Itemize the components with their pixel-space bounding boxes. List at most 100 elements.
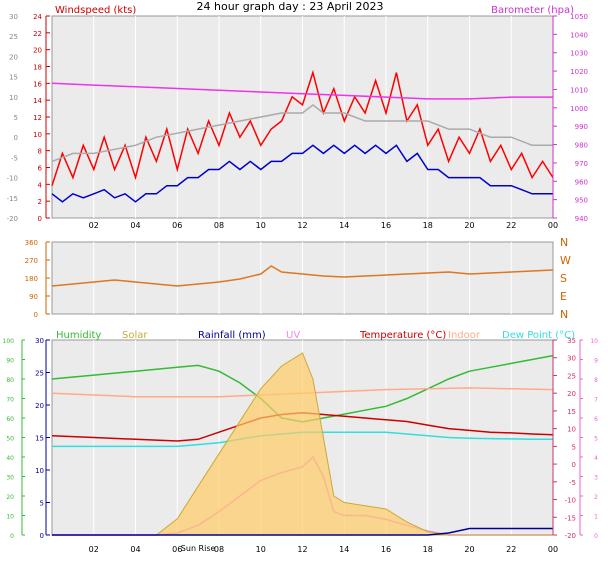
right-tick-label: 980 bbox=[575, 142, 588, 150]
x-tick-label: 12 bbox=[297, 221, 307, 230]
left-tick-label: 10 bbox=[33, 131, 42, 139]
left-tick-label: 0 bbox=[38, 215, 42, 223]
x-tick-label: 10 bbox=[256, 545, 266, 554]
legend-label: Dew Point (°C) bbox=[502, 330, 575, 341]
right-tick-label: 950 bbox=[575, 197, 588, 205]
direction-series-0 bbox=[51, 265, 554, 287]
uv-tick-label: 6 bbox=[594, 416, 598, 423]
x-tick-label: 06 bbox=[172, 545, 182, 554]
climate-series-6 bbox=[52, 527, 553, 536]
direction-tick-label: 180 bbox=[25, 275, 38, 283]
right-tick-label: 970 bbox=[575, 160, 588, 168]
outer-left-tick-label: 5 bbox=[14, 114, 18, 122]
chart-title: 24 hour graph day : 23 April 2023 bbox=[197, 0, 384, 13]
outer-left-tick-label: 30 bbox=[9, 13, 18, 21]
right-tick-label: 1020 bbox=[570, 68, 588, 76]
rain-tick-label: 30 bbox=[35, 337, 44, 345]
outer-left-tick-label: -5 bbox=[11, 154, 18, 162]
left-tick-label: 4 bbox=[38, 181, 43, 189]
left-tick-label: 8 bbox=[38, 148, 42, 156]
uv-tick-label: 4 bbox=[594, 455, 598, 462]
temp-tick-label: -5 bbox=[569, 479, 576, 487]
wind-series-2 bbox=[51, 82, 553, 100]
wind-axis-label: Windspeed (kts) bbox=[55, 5, 136, 16]
left-tick-label: 6 bbox=[38, 165, 43, 173]
wind-series-0 bbox=[51, 69, 554, 186]
temp-tick-label: 0 bbox=[572, 461, 576, 469]
uv-tick-label: 1 bbox=[594, 514, 598, 521]
left-tick-label: 20 bbox=[33, 47, 42, 55]
x-tick-label: 16 bbox=[381, 545, 391, 554]
humidity-tick-label: 90 bbox=[6, 358, 14, 365]
wind-series-1 bbox=[51, 144, 553, 203]
temp-tick-label: -20 bbox=[565, 532, 576, 540]
climate-series-2 bbox=[52, 431, 553, 448]
rain-tick-label: 10 bbox=[35, 467, 44, 475]
humidity-tick-label: 60 bbox=[6, 416, 14, 423]
outer-left-tick-label: -10 bbox=[7, 175, 18, 183]
right-tick-label: 990 bbox=[575, 123, 588, 131]
left-tick-label: 16 bbox=[33, 80, 42, 88]
uv-tick-label: 2 bbox=[594, 494, 598, 501]
climate-series-solar bbox=[52, 352, 553, 536]
x-tick-label: 04 bbox=[130, 545, 140, 554]
x-tick-label: 00 bbox=[548, 221, 558, 230]
legend-label: Solar bbox=[122, 330, 148, 341]
humidity-tick-label: 20 bbox=[6, 494, 14, 501]
direction-tick-label: 360 bbox=[25, 239, 38, 247]
right-tick-label: 1030 bbox=[570, 50, 588, 58]
uv-tick-label: 5 bbox=[594, 436, 598, 443]
temp-tick-label: -15 bbox=[565, 514, 576, 522]
x-tick-label: 08 bbox=[214, 545, 224, 554]
x-tick-label: 14 bbox=[339, 545, 349, 554]
outer-left-tick-label: 0 bbox=[14, 134, 18, 142]
humidity-tick-label: 80 bbox=[6, 377, 14, 384]
temp-tick-label: -10 bbox=[565, 497, 576, 505]
legend-label: Humidity bbox=[56, 330, 101, 341]
rain-tick-label: 15 bbox=[35, 435, 44, 443]
x-tick-label: 00 bbox=[548, 545, 558, 554]
compass-label: N bbox=[560, 308, 568, 321]
humidity-tick-label: 70 bbox=[6, 397, 14, 404]
sunrise-label: Sun Rise bbox=[181, 544, 216, 553]
rain-tick-label: 0 bbox=[40, 532, 44, 540]
humidity-tick-label: 0 bbox=[10, 533, 14, 540]
humidity-tick-label: 10 bbox=[6, 514, 14, 521]
temp-tick-label: 35 bbox=[567, 337, 576, 345]
direction-tick-label: 90 bbox=[29, 293, 38, 301]
x-tick-label: 22 bbox=[506, 545, 516, 554]
legend-label: UV bbox=[286, 330, 300, 341]
uv-tick-label: 10 bbox=[590, 338, 598, 345]
right-tick-label: 1050 bbox=[570, 13, 588, 21]
x-tick-label: 18 bbox=[423, 221, 433, 230]
humidity-tick-label: 30 bbox=[6, 475, 14, 482]
humidity-tick-label: 50 bbox=[6, 436, 14, 443]
baro-axis-label: Barometer (hpa) bbox=[491, 5, 574, 16]
left-tick-label: 24 bbox=[33, 13, 42, 21]
outer-left-tick-label: 15 bbox=[9, 74, 18, 82]
x-tick-label: 06 bbox=[172, 221, 182, 230]
uv-tick-label: 9 bbox=[594, 358, 598, 365]
direction-tick-label: 270 bbox=[25, 257, 38, 265]
x-tick-label: 22 bbox=[506, 221, 516, 230]
temp-tick-label: 20 bbox=[567, 390, 576, 398]
left-tick-label: 12 bbox=[33, 114, 42, 122]
left-tick-label: 14 bbox=[33, 97, 42, 105]
x-tick-label: 20 bbox=[464, 545, 474, 554]
humidity-tick-label: 40 bbox=[6, 455, 14, 462]
compass-label: W bbox=[560, 254, 571, 267]
left-tick-label: 22 bbox=[33, 30, 42, 38]
x-tick-label: 14 bbox=[339, 221, 349, 230]
x-tick-label: 20 bbox=[464, 221, 474, 230]
right-tick-label: 940 bbox=[575, 215, 588, 223]
wind-series-3 bbox=[51, 103, 553, 163]
x-tick-label: 02 bbox=[89, 221, 99, 230]
direction-tick-label: 0 bbox=[34, 311, 38, 319]
outer-left-tick-label: -15 bbox=[7, 195, 18, 203]
rain-tick-label: 25 bbox=[35, 370, 44, 378]
outer-left-tick-label: 20 bbox=[9, 53, 18, 61]
uv-tick-label: 8 bbox=[594, 377, 598, 384]
compass-label: S bbox=[560, 272, 567, 285]
